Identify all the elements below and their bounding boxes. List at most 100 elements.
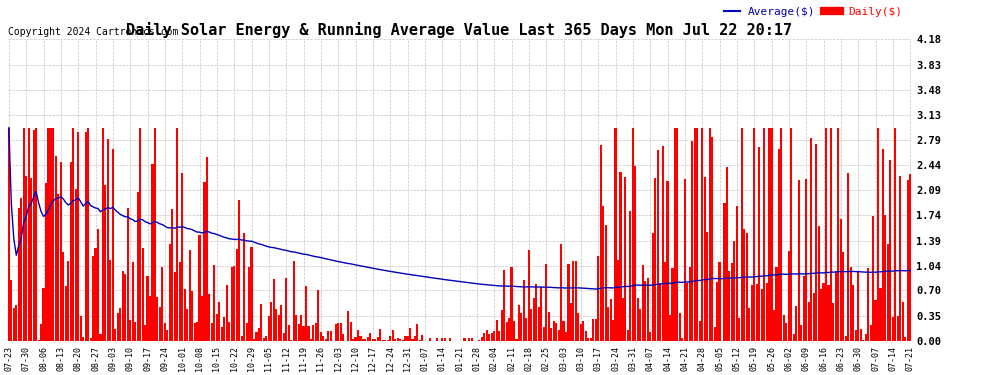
- Bar: [258, 328, 260, 341]
- Bar: [203, 182, 206, 341]
- Bar: [295, 315, 297, 341]
- Bar: [201, 296, 203, 341]
- Bar: [800, 326, 802, 341]
- Bar: [503, 270, 505, 341]
- Bar: [743, 229, 745, 341]
- Bar: [758, 147, 760, 341]
- Bar: [849, 267, 851, 341]
- Bar: [666, 182, 668, 341]
- Bar: [567, 264, 569, 341]
- Bar: [607, 307, 609, 341]
- Bar: [30, 178, 33, 341]
- Bar: [610, 299, 612, 341]
- Bar: [246, 323, 248, 341]
- Bar: [545, 264, 547, 341]
- Bar: [691, 141, 693, 341]
- Bar: [617, 260, 619, 341]
- Bar: [635, 166, 637, 341]
- Bar: [541, 287, 543, 341]
- Bar: [795, 306, 797, 341]
- Bar: [748, 308, 750, 341]
- Bar: [838, 128, 840, 341]
- Bar: [412, 339, 414, 341]
- Bar: [384, 340, 386, 341]
- Bar: [714, 327, 716, 341]
- Bar: [808, 302, 810, 341]
- Bar: [50, 128, 52, 341]
- Bar: [528, 250, 530, 341]
- Bar: [263, 338, 265, 341]
- Bar: [669, 315, 671, 341]
- Bar: [392, 330, 394, 341]
- Bar: [139, 128, 142, 341]
- Bar: [523, 280, 525, 341]
- Text: Copyright 2024 Cartronics.com: Copyright 2024 Cartronics.com: [8, 27, 178, 38]
- Bar: [367, 337, 369, 341]
- Bar: [897, 316, 899, 341]
- Bar: [171, 209, 173, 341]
- Bar: [168, 243, 171, 341]
- Bar: [323, 336, 325, 341]
- Bar: [656, 150, 658, 341]
- Bar: [516, 339, 518, 341]
- Bar: [8, 128, 10, 341]
- Bar: [877, 128, 879, 341]
- Bar: [298, 324, 300, 341]
- Bar: [828, 285, 830, 341]
- Bar: [122, 272, 124, 341]
- Bar: [632, 128, 634, 341]
- Bar: [166, 330, 168, 341]
- Bar: [92, 256, 94, 341]
- Bar: [260, 304, 262, 341]
- Bar: [659, 283, 661, 341]
- Bar: [833, 303, 835, 341]
- Bar: [270, 302, 272, 341]
- Bar: [815, 144, 817, 341]
- Bar: [362, 339, 364, 341]
- Bar: [273, 279, 275, 341]
- Bar: [478, 340, 480, 341]
- Bar: [894, 128, 896, 341]
- Bar: [481, 337, 483, 341]
- Bar: [394, 339, 396, 341]
- Bar: [904, 337, 906, 341]
- Bar: [577, 314, 579, 341]
- Bar: [615, 128, 617, 341]
- Bar: [565, 332, 567, 341]
- Bar: [283, 333, 285, 341]
- Bar: [183, 290, 186, 341]
- Bar: [550, 328, 552, 341]
- Bar: [867, 268, 869, 341]
- Bar: [835, 272, 837, 341]
- Bar: [719, 262, 721, 341]
- Bar: [533, 298, 535, 341]
- Bar: [255, 333, 257, 341]
- Bar: [313, 325, 315, 341]
- Bar: [585, 331, 587, 341]
- Bar: [147, 276, 148, 341]
- Bar: [879, 288, 881, 341]
- Bar: [526, 318, 528, 341]
- Bar: [308, 326, 310, 341]
- Bar: [87, 128, 89, 341]
- Bar: [377, 337, 379, 341]
- Bar: [28, 128, 30, 341]
- Bar: [278, 315, 280, 341]
- Bar: [793, 334, 795, 341]
- Bar: [770, 128, 772, 341]
- Bar: [882, 149, 884, 341]
- Bar: [280, 304, 282, 341]
- Bar: [290, 340, 292, 341]
- Bar: [854, 330, 856, 341]
- Bar: [333, 340, 335, 341]
- Bar: [869, 324, 871, 341]
- Bar: [379, 329, 381, 341]
- Bar: [734, 241, 736, 341]
- Bar: [236, 249, 238, 341]
- Bar: [696, 128, 698, 341]
- Bar: [315, 323, 317, 341]
- Bar: [630, 210, 632, 341]
- Bar: [444, 338, 446, 341]
- Bar: [404, 336, 406, 341]
- Bar: [442, 338, 444, 341]
